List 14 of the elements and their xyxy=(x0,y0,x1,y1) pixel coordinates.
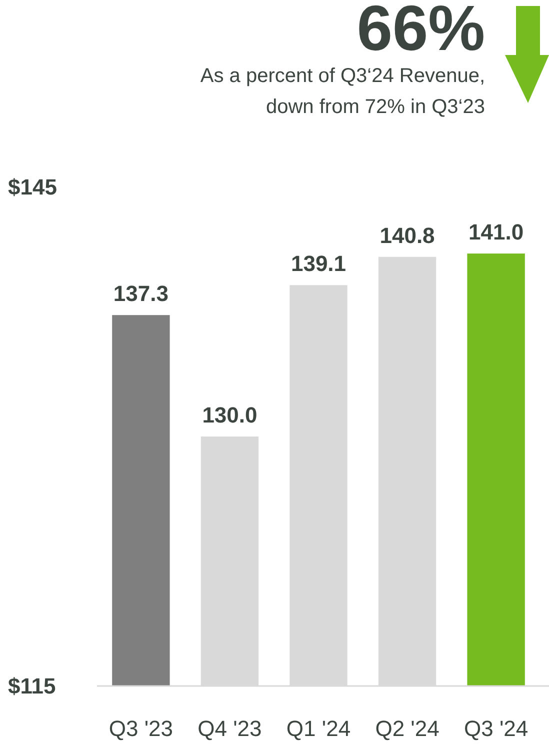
x-tick-label: Q3 '23 xyxy=(108,716,174,741)
y-tick-label: $115 xyxy=(8,674,56,699)
data-label: 130.0 xyxy=(202,402,258,428)
chart-subtitle: As a percent of Q3‘24 Revenue, down from 72% in Q3‘23 xyxy=(200,65,485,118)
chart-title: 66% xyxy=(356,0,485,64)
x-tick-label: Q4 '23 xyxy=(198,716,262,741)
data-label: 139.1 xyxy=(290,251,346,276)
x-tick-label: Q2 '24 xyxy=(375,716,440,741)
data-label: 141.0 xyxy=(468,220,524,245)
x-tick-label: Q1 '24 xyxy=(286,716,351,741)
data-label: 137.3 xyxy=(113,281,168,306)
y-tick-label: $145 xyxy=(8,174,57,200)
data-label: 140.8 xyxy=(380,222,435,248)
x-tick-label: Q3 '24 xyxy=(464,716,528,741)
